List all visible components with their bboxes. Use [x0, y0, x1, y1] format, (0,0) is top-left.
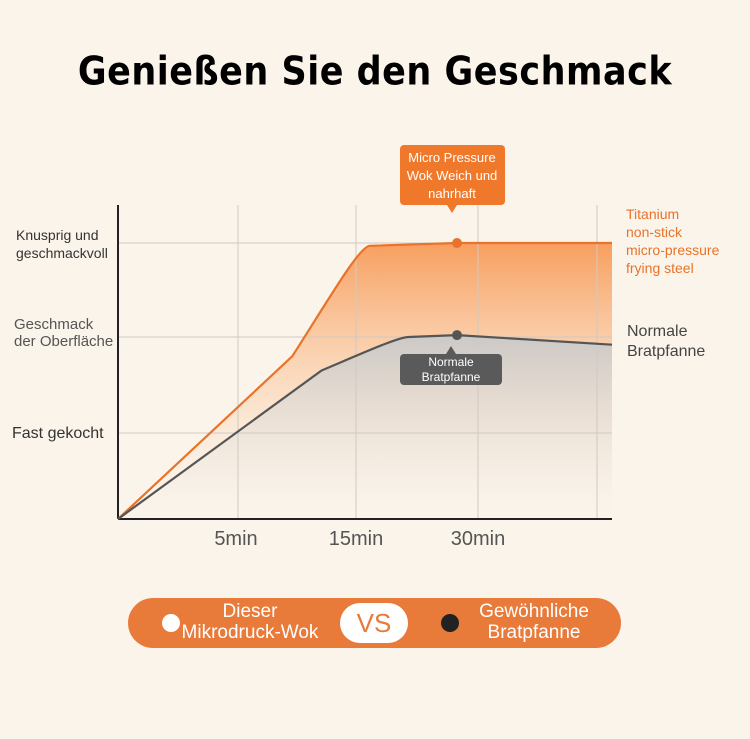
series-label-micro-pressure: Titanium — [626, 206, 679, 222]
normal-pan-callout-text: Normale — [428, 355, 474, 369]
micro-pressure-callout-text: Wok Weich und — [407, 168, 498, 183]
y-tick-label: der Oberfläche — [14, 333, 113, 350]
micro-pressure-callout-text: nahrhaft — [428, 186, 476, 201]
x-tick-label: 5min — [214, 528, 257, 550]
legend-right-line: Gewöhnliche — [479, 601, 589, 622]
series-label-normal-pan: Normale — [627, 323, 688, 340]
y-tick-label: Fast gekocht — [12, 425, 104, 442]
normal-pan-callout-box — [400, 354, 502, 385]
vs-badge: VS — [340, 603, 408, 643]
normal-pan-callout-text: Bratpfanne — [422, 370, 481, 384]
y-tick-label: Knusprig und — [16, 227, 99, 243]
legend-right-line: Bratpfanne — [487, 622, 581, 643]
legend-right-label: Gewöhnliche Bratpfanne — [461, 601, 607, 643]
normal-pan-marker — [452, 330, 463, 341]
x-tick-label: 30min — [451, 528, 505, 550]
legend-left-line: Dieser — [222, 601, 278, 622]
page-title: Genießen Sie den Geschmack — [77, 49, 673, 95]
normal-pan-callout-pointer — [446, 346, 456, 354]
micro-pressure-callout-pointer — [447, 205, 457, 213]
micro-pressure-callout-box — [400, 145, 505, 205]
legend-left-label: Dieser Mikrodruck-Wok — [180, 601, 320, 643]
y-tick-label: Geschmack — [14, 316, 94, 333]
micro-pressure-marker — [452, 238, 463, 248]
grey-area-fill — [118, 335, 612, 519]
y-tick-label: geschmackvoll — [16, 245, 108, 261]
series-label-normal-pan: Bratpfanne — [627, 343, 705, 360]
micro-pressure-callout-text: Micro Pressure — [408, 150, 495, 165]
legend-bar: Dieser Mikrodruck-Wok VS Gewöhnliche Bra… — [128, 598, 621, 648]
micro-pressure-series-line — [117, 241, 612, 520]
series-label-micro-pressure: micro-pressure — [626, 242, 720, 258]
normal-pan-series-line — [117, 334, 613, 520]
legend-left-line: Mikrodruck-Wok — [181, 622, 319, 643]
series-label-micro-pressure: frying steel — [626, 260, 694, 276]
legend-marker-white — [162, 614, 180, 632]
series-label-micro-pressure: non-stick — [626, 224, 683, 240]
legend-marker-black — [441, 614, 459, 632]
x-tick-label: 15min — [329, 528, 383, 550]
